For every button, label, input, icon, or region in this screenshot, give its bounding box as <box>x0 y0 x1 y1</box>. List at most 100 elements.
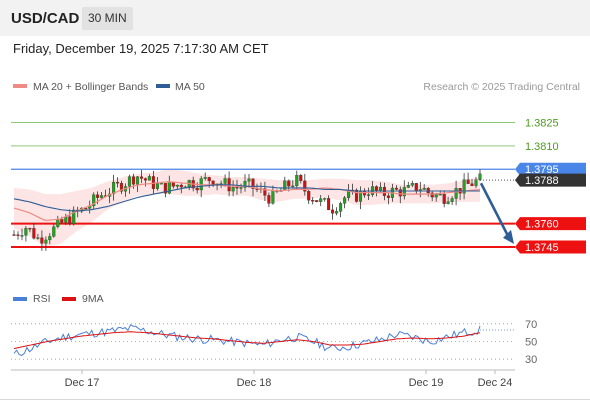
candle-body <box>374 186 378 192</box>
candle-body <box>378 186 382 192</box>
x-tick-label: Dec 17 <box>65 377 100 389</box>
candle-body <box>36 237 40 239</box>
x-tick-label: Dec 19 <box>409 377 444 389</box>
candle-body <box>155 183 159 189</box>
timeframe-button[interactable]: 30 MIN <box>82 7 133 30</box>
x-tick-label: Dec 24 <box>478 377 513 389</box>
candle-body <box>271 190 275 204</box>
rsi-line <box>13 324 481 356</box>
candle-body <box>466 179 470 184</box>
candle-body <box>191 180 195 189</box>
candle-body <box>12 234 16 236</box>
candle-body <box>60 219 64 223</box>
ma20-line <box>13 181 481 221</box>
candle-body <box>44 239 48 244</box>
candle-body <box>426 188 430 194</box>
candle-body <box>183 186 187 189</box>
level-tag-1.3745 <box>515 240 586 254</box>
ma20-legend-label: MA 20 + Bollinger Bands <box>33 81 148 93</box>
level-labels: 1.3825 1.3810 1.3795 1.3760 1.3745 1.3788 <box>515 118 586 254</box>
candle-body <box>88 205 92 209</box>
candle-body <box>24 228 28 236</box>
candle-body <box>462 179 466 194</box>
x-tick-label: Dec 18 <box>237 377 272 389</box>
candle-body <box>20 235 24 237</box>
candle-body <box>127 176 132 187</box>
candle-body <box>151 176 155 189</box>
ma50-legend-swatch <box>156 84 170 88</box>
candle-body <box>223 178 227 184</box>
level-label-1.3795: 1.3795 <box>525 164 559 176</box>
level-label-1.3810: 1.3810 <box>525 141 559 153</box>
candle-body <box>231 187 235 192</box>
candle-body <box>430 192 434 198</box>
candle-body <box>195 187 199 191</box>
candle-body <box>386 195 390 198</box>
rsi-tick-50: 50 <box>525 337 537 349</box>
candle-body <box>382 186 386 196</box>
candle-body <box>450 198 454 202</box>
candles <box>12 169 482 251</box>
candle-body <box>410 183 414 186</box>
x-axis: Dec 17 Dec 18 Dec 19 Dec 24 <box>65 370 513 389</box>
candle-body <box>119 183 124 192</box>
candle-body <box>167 182 171 194</box>
candle-body <box>108 193 112 197</box>
level-label-1.3760: 1.3760 <box>525 219 559 231</box>
candle-body <box>287 180 291 187</box>
candle-body <box>366 194 371 196</box>
candle-body <box>259 188 263 190</box>
candle-body <box>323 198 327 200</box>
candle-body <box>446 201 450 204</box>
level-label-1.3745: 1.3745 <box>525 242 559 254</box>
candle-body <box>319 198 323 202</box>
candle-body <box>251 178 255 189</box>
rsi-tick-70: 70 <box>525 319 537 331</box>
candle-body <box>104 195 108 197</box>
candle-body <box>139 176 144 179</box>
candle-body <box>422 188 426 190</box>
candle-body <box>283 180 287 191</box>
candle-body <box>350 189 355 192</box>
candle-body <box>56 219 60 227</box>
candle-body <box>478 173 482 180</box>
candle-body <box>299 175 303 181</box>
candle-body <box>48 236 52 241</box>
candle-body <box>235 187 239 189</box>
candle-body <box>454 188 458 199</box>
candle-body <box>442 194 446 204</box>
candle-body <box>291 185 295 188</box>
candle-body <box>96 194 100 198</box>
ma50-line <box>13 184 480 212</box>
candle-body <box>402 187 406 197</box>
candle-body <box>474 179 478 186</box>
candle-body <box>135 176 140 185</box>
candle-body <box>239 187 243 189</box>
level-label-1.3825: 1.3825 <box>525 118 559 130</box>
level-lines <box>11 122 515 248</box>
candle-body <box>362 190 367 196</box>
forecast-arrow-shaft <box>479 182 511 239</box>
candle-body <box>390 187 394 198</box>
bollinger-bands <box>14 169 480 247</box>
rsi-tick-30: 30 <box>525 354 537 366</box>
symbol-label: USD/CAD <box>11 10 80 27</box>
candle-body <box>347 191 351 198</box>
candle-body <box>243 181 247 188</box>
candle-body <box>434 194 438 198</box>
rsi-legend-label: RSI <box>33 293 51 305</box>
candle-body <box>68 216 72 224</box>
candle-body <box>438 194 442 196</box>
candle-body <box>343 197 347 204</box>
candle-body <box>16 234 20 236</box>
candle-body <box>159 183 163 185</box>
level-tag-1.3795 <box>515 162 586 176</box>
candle-body <box>335 211 339 214</box>
rsi-legend-swatch <box>13 297 27 301</box>
bollinger-band-area <box>14 169 480 247</box>
candle-body <box>354 189 359 202</box>
candle-body <box>92 194 96 207</box>
candle-body <box>179 184 183 188</box>
